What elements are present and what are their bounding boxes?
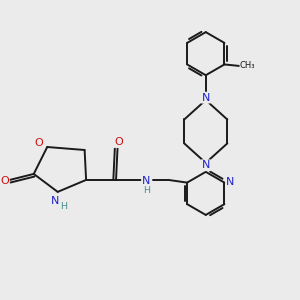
- Text: N: N: [202, 160, 210, 170]
- Text: O: O: [114, 137, 123, 147]
- Text: N: N: [202, 93, 210, 103]
- Text: O: O: [0, 176, 9, 186]
- Text: H: H: [60, 202, 67, 211]
- Text: N: N: [226, 177, 235, 187]
- Text: N: N: [51, 196, 59, 206]
- Text: N: N: [142, 176, 150, 185]
- Text: H: H: [143, 186, 150, 195]
- Text: CH₃: CH₃: [240, 61, 256, 70]
- Text: O: O: [34, 138, 43, 148]
